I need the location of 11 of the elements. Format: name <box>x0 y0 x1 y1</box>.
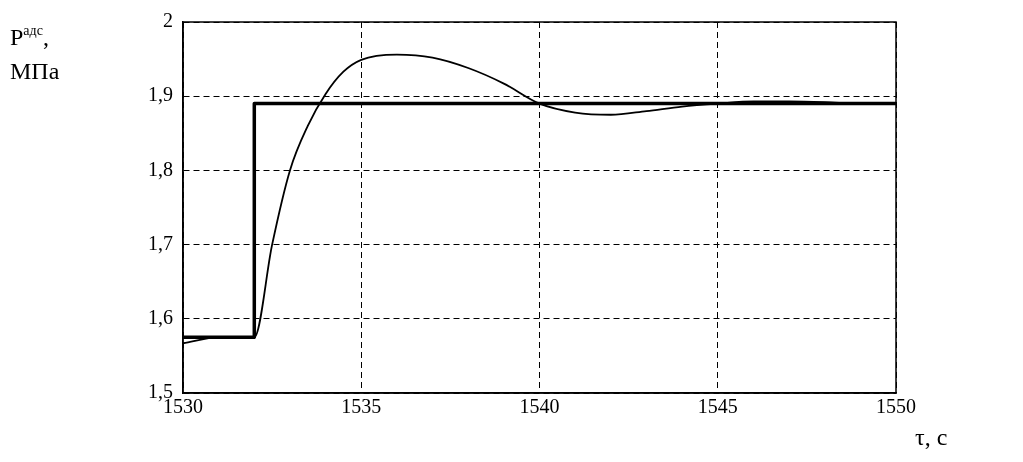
x-tick-label: 1535 <box>341 395 382 418</box>
y-tick-label: 1,8 <box>148 157 173 180</box>
y-axis-title: P$^{адс}$, МПа <box>10 22 60 86</box>
y-tick-label: 1,9 <box>148 83 173 106</box>
x-axis-title: τ, с <box>915 424 948 451</box>
y-tick-label: 1,6 <box>148 306 173 329</box>
y-tick-label: 2 <box>163 9 173 32</box>
x-tick-label: 1540 <box>519 395 560 418</box>
x-tick-label: 1550 <box>876 395 916 418</box>
y-tick-label: 1,7 <box>148 231 173 254</box>
x-tick-label: 1545 <box>697 395 738 418</box>
